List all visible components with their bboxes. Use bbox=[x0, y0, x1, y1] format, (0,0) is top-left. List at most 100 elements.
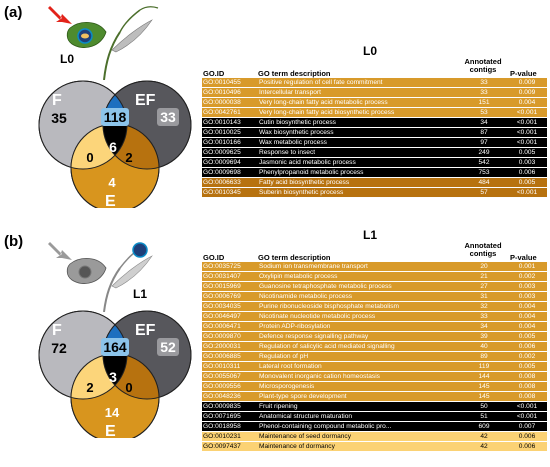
table-row: GO:0006633 Fatty acid biosynthetic proces… bbox=[202, 178, 547, 188]
pvalue-cell: <0.001 bbox=[516, 119, 538, 126]
description-cell: Wax biosynthetic process bbox=[259, 129, 334, 136]
leaf-with-insect-icon bbox=[66, 242, 148, 284]
table-row: GO:0009870 Defence response signalling pa… bbox=[202, 332, 547, 342]
go-id-cell: GO:0031407 bbox=[203, 273, 241, 280]
description-cell: Sodium ion transmembrane transport bbox=[259, 263, 368, 270]
annotated-cell: 20 bbox=[480, 263, 488, 270]
go-id-cell: GO:0097437 bbox=[203, 443, 241, 450]
pvalue-cell: 0.005 bbox=[518, 363, 536, 370]
annotated-cell: 33 bbox=[480, 89, 488, 96]
annotated-cell: 542 bbox=[478, 159, 490, 166]
pvalue-cell: 0.005 bbox=[518, 333, 536, 340]
description-cell: Defence response signalling pathway bbox=[259, 333, 369, 340]
annotated-cell: 753 bbox=[478, 169, 490, 176]
pvalue-cell: <0.001 bbox=[516, 403, 538, 410]
description-cell: Cutin biosynthetic process bbox=[259, 119, 336, 126]
description-cell: Very long-chain fatty acid metabolic pro… bbox=[259, 99, 388, 106]
go-id-cell: GO:0010143 bbox=[203, 119, 241, 126]
description-cell: Plant-type spore development bbox=[259, 393, 347, 400]
venn-label-f: F bbox=[52, 92, 62, 109]
table-row: GO:0048236 Plant-type spore development 14… bbox=[202, 392, 547, 402]
pvalue-cell: 0.006 bbox=[518, 443, 536, 450]
table-row: GO:0010025 Wax biosynthetic process 87 <0.0… bbox=[202, 128, 547, 138]
table-row: GO:0035725 Sodium ion transmembrane trans… bbox=[202, 262, 547, 272]
pvalue-cell: 0.006 bbox=[518, 433, 536, 440]
annotated-cell: 249 bbox=[478, 149, 490, 156]
grey-arrow-icon bbox=[48, 242, 72, 260]
annotated-cell: 51 bbox=[480, 413, 488, 420]
description-cell: Fruit ripening bbox=[259, 403, 298, 410]
annotated-cell: 97 bbox=[480, 139, 488, 146]
pvalue-cell: 0.002 bbox=[518, 273, 536, 280]
table-title: L1 bbox=[362, 228, 377, 242]
venn-count-f-ef: 118 bbox=[103, 109, 127, 125]
plant-stem bbox=[103, 6, 159, 80]
go-id-cell: GO:0042761 bbox=[203, 109, 241, 116]
col-header-description: GO term description bbox=[258, 69, 331, 78]
venn-count-f-ef: 164 bbox=[103, 339, 127, 355]
go-id-cell: GO:0009625 bbox=[203, 149, 241, 156]
plant-illustration bbox=[48, 242, 153, 312]
pvalue-cell: 0.008 bbox=[518, 373, 536, 380]
go-id-cell: GO:0006633 bbox=[203, 179, 241, 186]
description-cell: Maintenance of seed dormancy bbox=[259, 433, 352, 440]
plant-illustration bbox=[48, 6, 159, 80]
panel-label: (a) bbox=[4, 4, 23, 21]
description-cell: Maintenance of dormancy bbox=[259, 443, 335, 450]
pvalue-cell: <0.001 bbox=[516, 139, 538, 146]
description-cell: Intercellular transport bbox=[259, 89, 321, 96]
go-id-cell: GO:0035725 bbox=[203, 263, 241, 270]
leaf-with-insect-icon bbox=[66, 22, 107, 48]
annotated-cell: 31 bbox=[480, 293, 488, 300]
table-row: GO:0010496 Intercellular transport 33 0.009 bbox=[202, 88, 547, 98]
table-row: GO:0000038 Very long-chain fatty acid met… bbox=[202, 98, 547, 108]
table-row: GO:0034035 Purine ribonucleoside bisphosp… bbox=[202, 302, 547, 312]
venn-count-e-only: 14 bbox=[104, 405, 120, 420]
table-row: GO:0015969 Guanosine tetraphosphate metab… bbox=[202, 282, 547, 292]
table-row: GO:0010345 Suberin biosynthetic process 57… bbox=[202, 188, 547, 198]
annotated-cell: 33 bbox=[480, 79, 488, 86]
description-cell: Jasmonic acid metabolic process bbox=[259, 159, 356, 166]
pvalue-cell: 0.001 bbox=[518, 263, 536, 270]
annotated-cell: 42 bbox=[480, 443, 488, 450]
panel-label: (b) bbox=[4, 233, 24, 250]
table-row: GO:0097437 Maintenance of dormancy 42 0.006 bbox=[202, 442, 547, 452]
annotated-cell: 57 bbox=[480, 189, 488, 196]
annotated-cell: 33 bbox=[480, 313, 488, 320]
table-row: GO:0010311 Lateral root formation 119 0.005 bbox=[202, 362, 547, 372]
table-row: GO:0046497 Nicotinate nucleotide metaboli… bbox=[202, 312, 547, 322]
annotated-cell: 27 bbox=[480, 283, 488, 290]
pvalue-cell: <0.001 bbox=[516, 413, 538, 420]
go-id-cell: GO:0009870 bbox=[203, 333, 241, 340]
description-cell: Monovalent inorganic cation homeostasis bbox=[259, 373, 380, 380]
go-id-cell: GO:0009835 bbox=[203, 403, 241, 410]
go-id-cell: GO:0000038 bbox=[203, 99, 241, 106]
venn-count-e-only: 4 bbox=[108, 175, 116, 190]
description-cell: Regulation of salicylic acid mediated si… bbox=[259, 343, 395, 350]
pvalue-cell: 0.002 bbox=[518, 353, 536, 360]
venn-count-f-e: 0 bbox=[86, 150, 94, 165]
annotated-cell: 50 bbox=[480, 403, 488, 410]
col-header-annotated: Annotated contigs bbox=[464, 57, 502, 74]
go-id-cell: GO:0010496 bbox=[203, 89, 241, 96]
go-id-cell: GO:0018958 bbox=[203, 423, 241, 430]
pvalue-cell: 0.004 bbox=[518, 313, 536, 320]
col-header-annotated: Annotated contigs bbox=[464, 241, 502, 258]
go-id-cell: GO:0006471 bbox=[203, 323, 241, 330]
go-id-cell: GO:0009698 bbox=[203, 169, 241, 176]
annotated-cell: 144 bbox=[478, 373, 490, 380]
venn-count-ef-e: 2 bbox=[125, 150, 133, 165]
description-cell: Very long-chain fatty acid biosynthetic … bbox=[259, 109, 395, 116]
annotated-cell: 34 bbox=[480, 323, 488, 330]
pvalue-cell: 0.006 bbox=[518, 169, 536, 176]
venn-label-ef: EF bbox=[135, 322, 156, 339]
pvalue-cell: 0.008 bbox=[518, 383, 536, 390]
venn-count-all: 6 bbox=[109, 139, 117, 155]
annotated-cell: 151 bbox=[478, 99, 490, 106]
description-cell: Nicotinate nucleotide metabolic process bbox=[259, 313, 376, 320]
go-id-cell: GO:0034035 bbox=[203, 303, 241, 310]
pvalue-cell: 0.005 bbox=[518, 179, 536, 186]
table-row: GO:0018958 Phenol-containing compound met… bbox=[202, 422, 547, 432]
pvalue-cell: 0.003 bbox=[518, 159, 536, 166]
description-cell: Protein ADP-ribosylation bbox=[259, 323, 331, 330]
